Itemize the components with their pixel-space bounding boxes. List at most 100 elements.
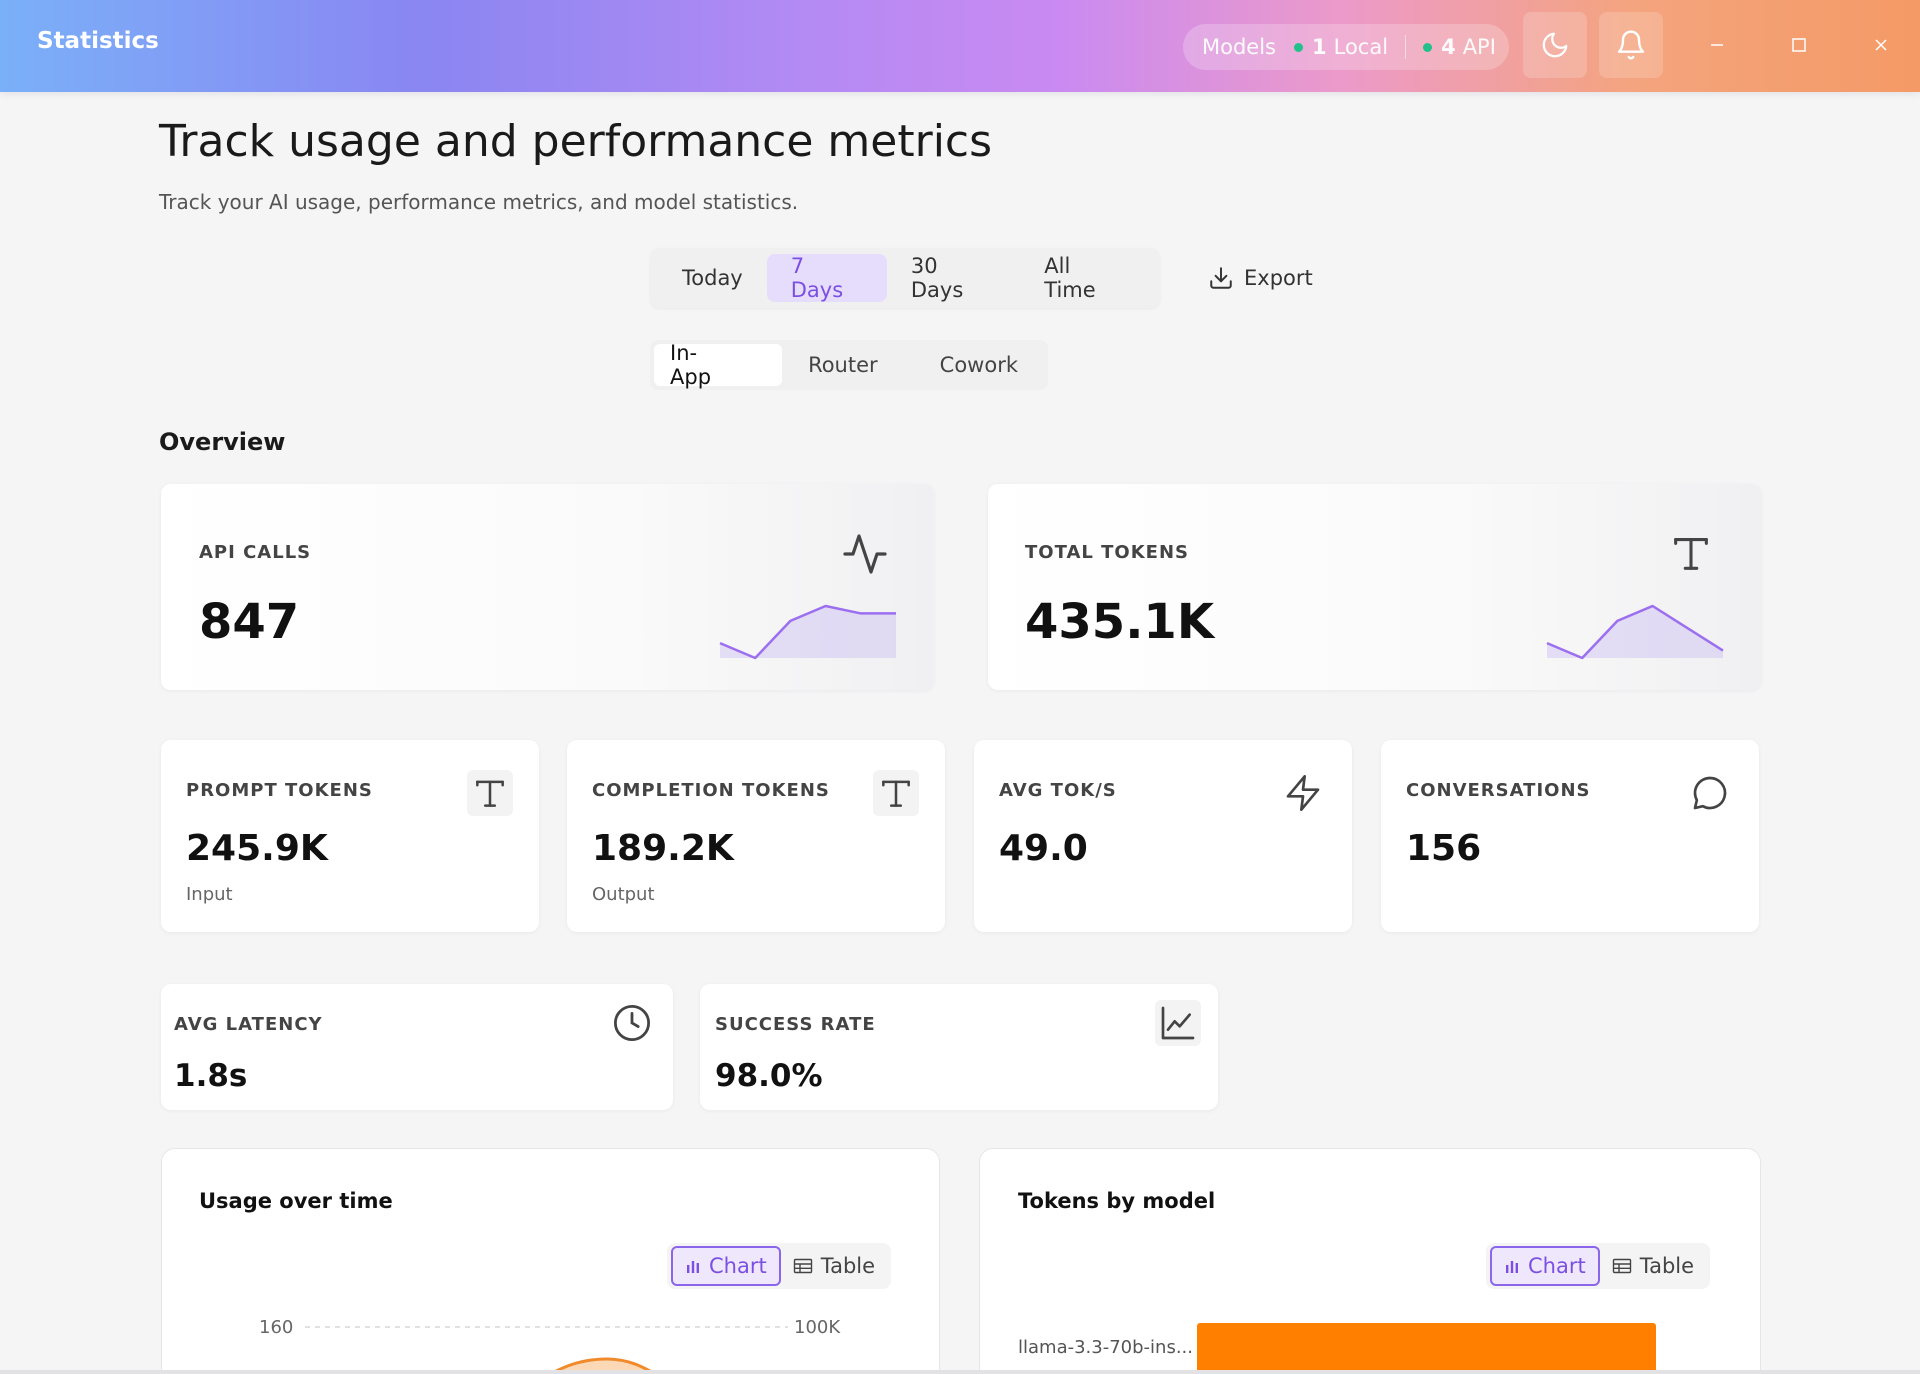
avg-toks-card: AVG TOK/S 49.0 [974, 740, 1352, 932]
status-dot-icon [1423, 42, 1433, 52]
export-button[interactable]: Export [1208, 258, 1313, 298]
local-models-indicator: 1 Local [1294, 35, 1388, 59]
model-bar-label: llama-3.3-70b-ins... [1018, 1337, 1193, 1358]
bar-chart-icon [1506, 1261, 1518, 1273]
bottom-edge [0, 1370, 1920, 1374]
tab-30-days[interactable]: 30 Days [910, 254, 964, 302]
export-label: Export [1244, 266, 1313, 290]
title-bar: Statistics Models 1 Local 4 API [0, 0, 1920, 92]
prompt-tokens-card: PROMPT TOKENS 245.9K Input [161, 740, 539, 932]
maximize-button[interactable] [1784, 30, 1814, 60]
local-count: 1 [1312, 35, 1327, 59]
card-label: API CALLS [199, 542, 312, 563]
bell-icon [1617, 30, 1645, 60]
conversations-card: CONVERSATIONS 156 [1381, 740, 1759, 932]
api-models-indicator: 4 API [1423, 35, 1496, 59]
sparkline-area [720, 606, 896, 658]
tab-all-time[interactable]: All Time [1044, 254, 1096, 302]
time-range-tabs: Today 7 Days 30 Days All Time [650, 248, 1160, 308]
source-tabs: In-App Router Cowork [650, 340, 1048, 390]
maximize-icon [1792, 38, 1806, 52]
tab-router[interactable]: Router [808, 353, 878, 377]
sparkline-area [1547, 606, 1723, 658]
card-value: 847 [199, 594, 300, 650]
tab-today[interactable]: Today [682, 266, 743, 290]
usage-chart [305, 1326, 788, 1374]
card-label: TOTAL TOKENS [1025, 542, 1189, 563]
table-icon [793, 1258, 812, 1274]
y-axis-left-tick: 160 [259, 1317, 294, 1338]
card-value: 98.0% [715, 1058, 823, 1094]
clock-icon [609, 1000, 655, 1046]
close-icon [1875, 39, 1887, 51]
chart-view-button[interactable]: Chart [1490, 1246, 1600, 1286]
success-rate-card: SUCCESS RATE 98.0% [700, 984, 1218, 1110]
lightning-icon [1280, 770, 1326, 816]
sparkline-line [719, 604, 896, 660]
card-subtext: Input [186, 884, 233, 905]
y-axis-right-tick: 100K [794, 1317, 841, 1338]
card-value: 156 [1406, 828, 1482, 869]
total-tokens-sparkline [1546, 604, 1724, 660]
api-calls-card: API CALLS 847 [161, 484, 934, 690]
text-icon [1668, 530, 1714, 576]
api-calls-sparkline [719, 604, 896, 660]
bar-chart-icon [687, 1261, 699, 1273]
api-count: 4 [1441, 35, 1456, 59]
table-label: Table [820, 1254, 876, 1278]
activity-icon [841, 530, 889, 578]
api-label: API [1462, 35, 1496, 59]
notifications-button[interactable] [1599, 12, 1663, 78]
card-value: 435.1K [1025, 594, 1215, 650]
minimize-icon [1711, 44, 1723, 46]
tab-7-days[interactable]: 7 Days [766, 254, 887, 302]
theme-toggle-button[interactable] [1523, 12, 1587, 78]
tokens-by-model-panel: Tokens by model Chart Table llama-3.3-70… [979, 1148, 1761, 1374]
avg-latency-card: AVG LATENCY 1.8s [161, 984, 673, 1110]
table-icon [1612, 1258, 1631, 1274]
card-label: PROMPT TOKENS [186, 780, 373, 801]
tab-cowork[interactable]: Cowork [939, 353, 1018, 377]
moon-icon [1542, 32, 1568, 58]
text-icon [467, 770, 513, 816]
completion-tokens-card: COMPLETION TOKENS 189.2K Output [567, 740, 945, 932]
card-subtext: Output [592, 884, 655, 905]
line-chart-icon [1155, 1000, 1201, 1046]
local-label: Local [1333, 35, 1389, 59]
models-label: Models [1202, 35, 1276, 59]
divider [1405, 35, 1407, 59]
card-label: AVG TOK/S [999, 780, 1117, 801]
text-icon [873, 770, 919, 816]
sparkline-line [1546, 604, 1724, 660]
panel-title: Tokens by model [1018, 1189, 1216, 1213]
card-value: 49.0 [999, 828, 1088, 869]
table-view-button[interactable]: Table [1600, 1246, 1706, 1286]
model-bar [1197, 1323, 1656, 1374]
chart-label: Chart [709, 1254, 767, 1278]
chart-view-button[interactable]: Chart [671, 1246, 781, 1286]
card-label: SUCCESS RATE [715, 1014, 876, 1035]
card-label: AVG LATENCY [174, 1014, 323, 1035]
panel-title: Usage over time [199, 1189, 393, 1213]
table-label: Table [1639, 1254, 1695, 1278]
card-value: 245.9K [186, 828, 328, 869]
page-subtitle: Track your AI usage, performance metrics… [159, 190, 799, 214]
app-title: Statistics [37, 28, 159, 54]
usage-over-time-panel: Usage over time Chart Table 160 100K [161, 1148, 940, 1374]
minimize-button[interactable] [1702, 30, 1732, 60]
table-view-button[interactable]: Table [781, 1246, 887, 1286]
view-toggle: Chart Table [1486, 1243, 1711, 1289]
tab-in-app[interactable]: In-App [654, 341, 783, 389]
page-title: Track usage and performance metrics [159, 116, 993, 167]
chat-icon [1687, 770, 1733, 816]
card-value: 189.2K [592, 828, 734, 869]
close-button[interactable] [1866, 30, 1896, 60]
view-toggle: Chart Table [667, 1243, 892, 1289]
overview-title: Overview [159, 428, 286, 456]
status-dot-icon [1294, 42, 1303, 52]
download-icon [1210, 267, 1232, 289]
total-tokens-card: TOTAL TOKENS 435.1K [988, 484, 1761, 690]
card-label: CONVERSATIONS [1406, 780, 1591, 801]
models-status-pill[interactable]: Models 1 Local 4 API [1183, 24, 1509, 70]
card-value: 1.8s [174, 1058, 248, 1094]
